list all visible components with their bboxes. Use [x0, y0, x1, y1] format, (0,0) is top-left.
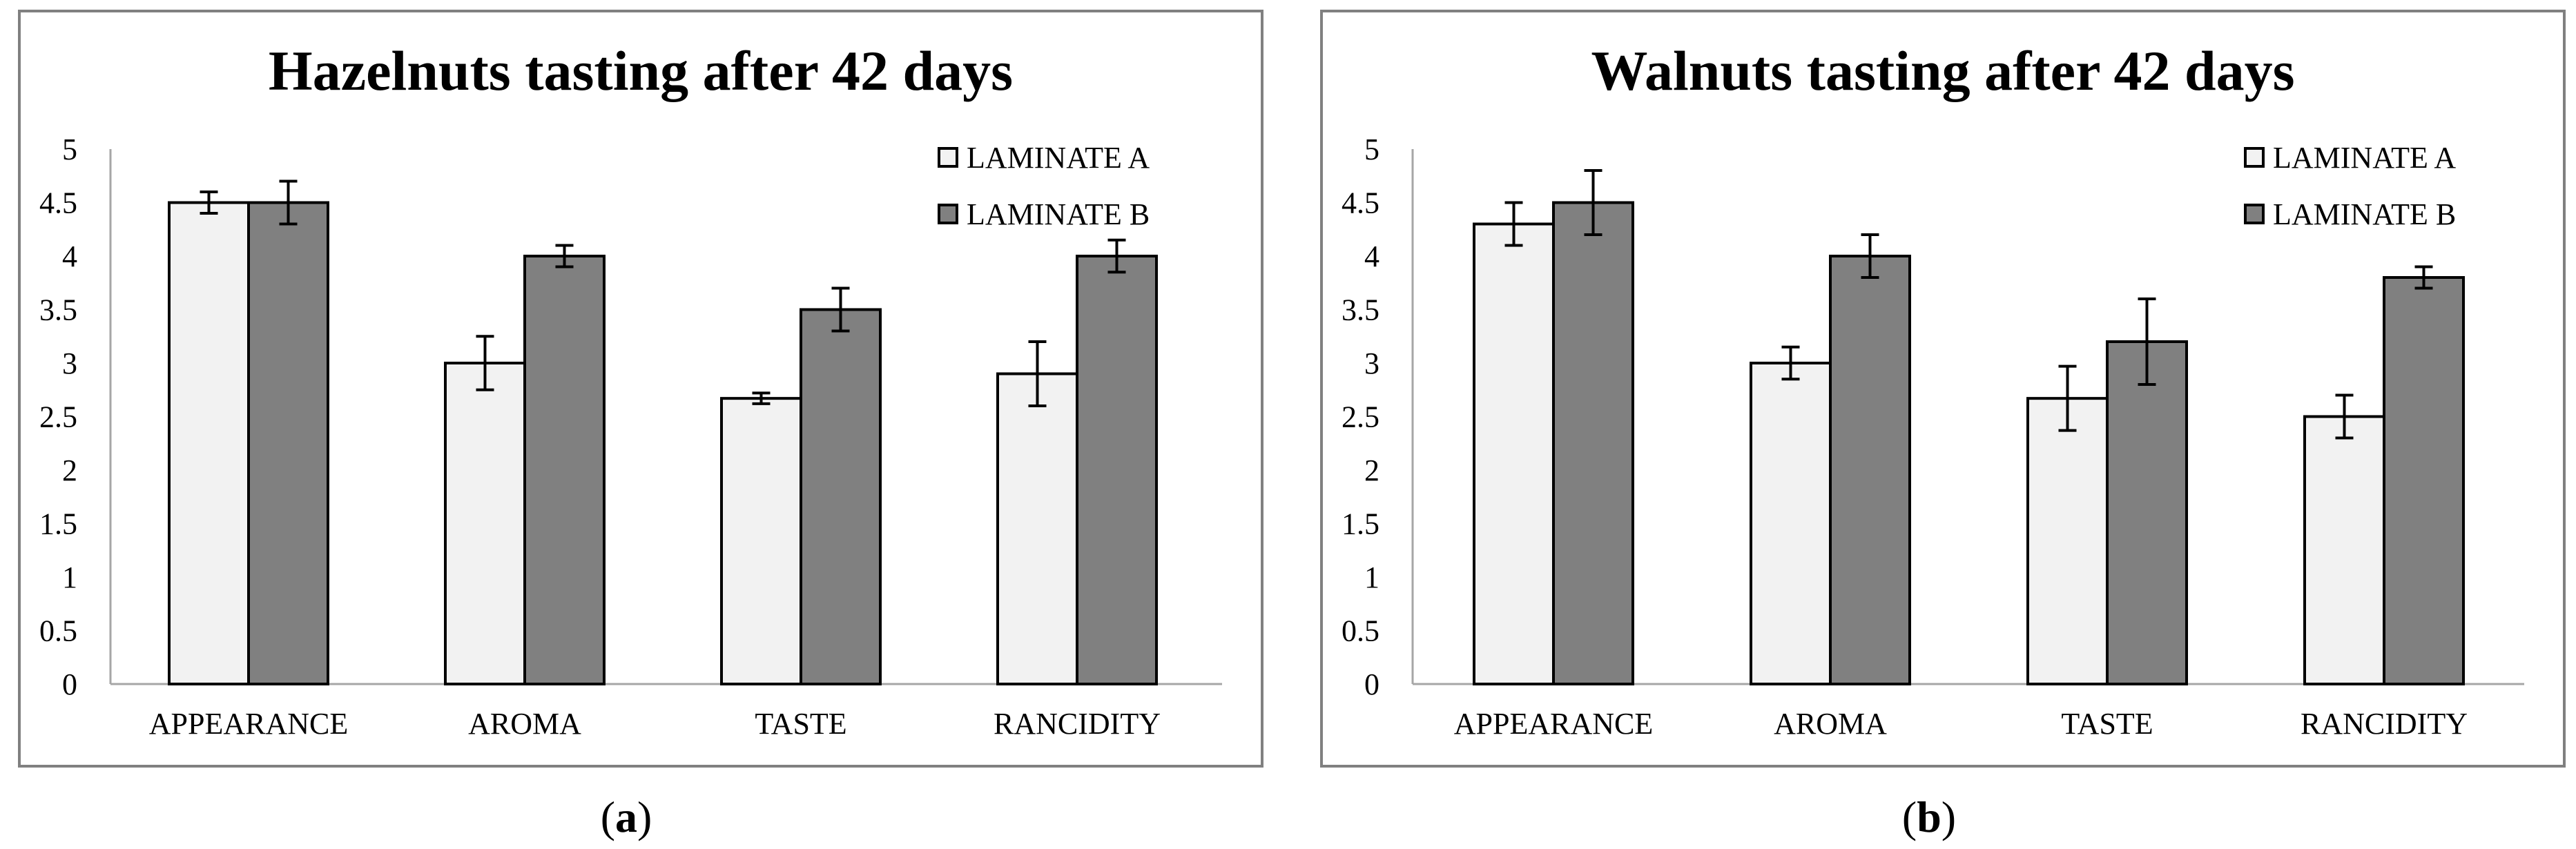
bars — [168, 201, 1158, 686]
legend: LAMINATE A LAMINATE B — [938, 141, 1150, 231]
legend-swatch-laminate-b — [938, 204, 958, 224]
bar-laminate-b-taste — [800, 308, 882, 685]
x-tick-label: TASTE — [2061, 707, 2153, 741]
y-tick-label: 4 — [62, 240, 77, 273]
panel-hazelnuts: Hazelnuts tasting after 42 days 0 0.5 1 1.5… — [18, 10, 1263, 841]
y-tick-label: 3.5 — [1342, 293, 1379, 327]
legend-swatch-laminate-a — [2244, 147, 2265, 168]
bar-laminate-b-aroma — [523, 255, 606, 685]
y-axis-ticks: 0 0.5 1 1.5 2 2.5 3 3.5 4 4.5 5 — [39, 133, 77, 701]
y-tick-label: 2 — [62, 453, 77, 487]
x-tick-label: TASTE — [755, 707, 846, 741]
error-bars — [200, 179, 1126, 407]
category-labels: APPEARANCE AROMA TASTE RANCIDITY — [1454, 707, 2468, 741]
y-tick-label: 3 — [62, 347, 77, 380]
y-tick-label: 1 — [62, 560, 77, 594]
error-bar-laminate-b-appearance — [279, 179, 298, 226]
panel-caption: (b) — [1902, 792, 1956, 841]
legend-label-laminate-a: LAMINATE A — [2273, 141, 2456, 175]
error-bar-laminate-b-appearance — [1584, 169, 1602, 236]
y-tick-label: 0 — [1364, 667, 1379, 701]
legend-swatch-laminate-a — [938, 147, 958, 168]
error-bar-laminate-b-taste — [2138, 297, 2156, 386]
error-bar-laminate-a-rancidity — [1028, 340, 1047, 407]
y-tick-label: 0.5 — [39, 614, 77, 648]
error-bar-laminate-b-aroma — [1861, 233, 1879, 279]
error-bar-laminate-a-aroma — [1781, 345, 1800, 381]
error-bar-laminate-a-aroma — [476, 335, 494, 391]
x-tick-label: APPEARANCE — [1454, 707, 1654, 741]
error-bar-laminate-a-appearance — [200, 191, 218, 215]
bar-laminate-a-taste — [720, 397, 802, 686]
error-bar-laminate-a-rancidity — [2335, 393, 2354, 440]
panel-caption: (a) — [601, 792, 652, 841]
legend-label-laminate-b: LAMINATE B — [2273, 197, 2456, 231]
error-bar-laminate-b-rancidity — [2414, 265, 2433, 290]
y-tick-label: 0 — [62, 667, 77, 701]
y-tick-label: 4 — [1364, 240, 1379, 273]
bar-laminate-b-rancidity — [2383, 276, 2465, 685]
y-tick-label: 4.5 — [39, 186, 77, 220]
bar-laminate-b-taste — [2106, 340, 2188, 685]
y-tick-label: 5 — [1364, 133, 1379, 166]
y-tick-label: 1 — [1364, 560, 1379, 594]
legend-label-laminate-a: LAMINATE A — [967, 141, 1150, 175]
error-bar-laminate-a-appearance — [1504, 201, 1523, 247]
x-tick-label: AROMA — [468, 707, 581, 741]
bar-laminate-a-rancidity — [996, 372, 1078, 685]
bar-laminate-b-rancidity — [1076, 255, 1158, 685]
bar-laminate-b-appearance — [247, 201, 329, 685]
bar-laminate-a-appearance — [168, 201, 250, 685]
bar-laminate-a-rancidity — [2303, 415, 2385, 685]
error-bars — [1504, 169, 2433, 440]
y-tick-label: 1.5 — [1342, 507, 1379, 541]
error-bar-laminate-b-taste — [831, 286, 850, 333]
y-tick-label: 1.5 — [39, 507, 77, 541]
legend: LAMINATE A LAMINATE B — [2244, 141, 2456, 231]
error-bar-laminate-b-rancidity — [1107, 238, 1126, 274]
y-axis-ticks: 0 0.5 1 1.5 2 2.5 3 3.5 4 4.5 5 — [1342, 133, 1379, 701]
y-tick-label: 3.5 — [39, 293, 77, 327]
bar-laminate-a-appearance — [1473, 222, 1555, 685]
y-tick-label: 2.5 — [39, 400, 77, 434]
y-tick-label: 3 — [1364, 347, 1379, 380]
chart-title: Walnuts tasting after 42 days — [1591, 39, 2294, 102]
legend-swatch-laminate-b — [2244, 204, 2265, 224]
y-tick-label: 5 — [62, 133, 77, 166]
y-tick-label: 2.5 — [1342, 400, 1379, 434]
bar-laminate-a-aroma — [444, 362, 526, 685]
x-tick-label: AROMA — [1774, 707, 1887, 741]
x-tick-label: RANCIDITY — [994, 707, 1161, 741]
bar-laminate-a-taste — [2026, 397, 2109, 686]
legend-label-laminate-b: LAMINATE B — [967, 197, 1150, 231]
y-tick-label: 0.5 — [1342, 614, 1379, 648]
category-labels: APPEARANCE AROMA TASTE RANCIDITY — [149, 707, 1161, 741]
y-tick-label: 4.5 — [1342, 186, 1379, 220]
error-bar-laminate-a-taste — [752, 391, 771, 405]
bar-laminate-b-aroma — [1829, 255, 1911, 685]
x-tick-label: APPEARANCE — [149, 707, 349, 741]
chart-title: Hazelnuts tasting after 42 days — [269, 39, 1013, 102]
y-tick-label: 2 — [1364, 453, 1379, 487]
panel-walnuts: Walnuts tasting after 42 days 0 0.5 1 1.5 2 2… — [1320, 10, 2566, 841]
error-bar-laminate-b-aroma — [555, 244, 574, 269]
x-tick-label: RANCIDITY — [2301, 707, 2468, 741]
bar-laminate-b-appearance — [1552, 201, 1634, 685]
error-bar-laminate-a-taste — [2058, 364, 2077, 432]
bar-laminate-a-aroma — [1750, 362, 1832, 685]
